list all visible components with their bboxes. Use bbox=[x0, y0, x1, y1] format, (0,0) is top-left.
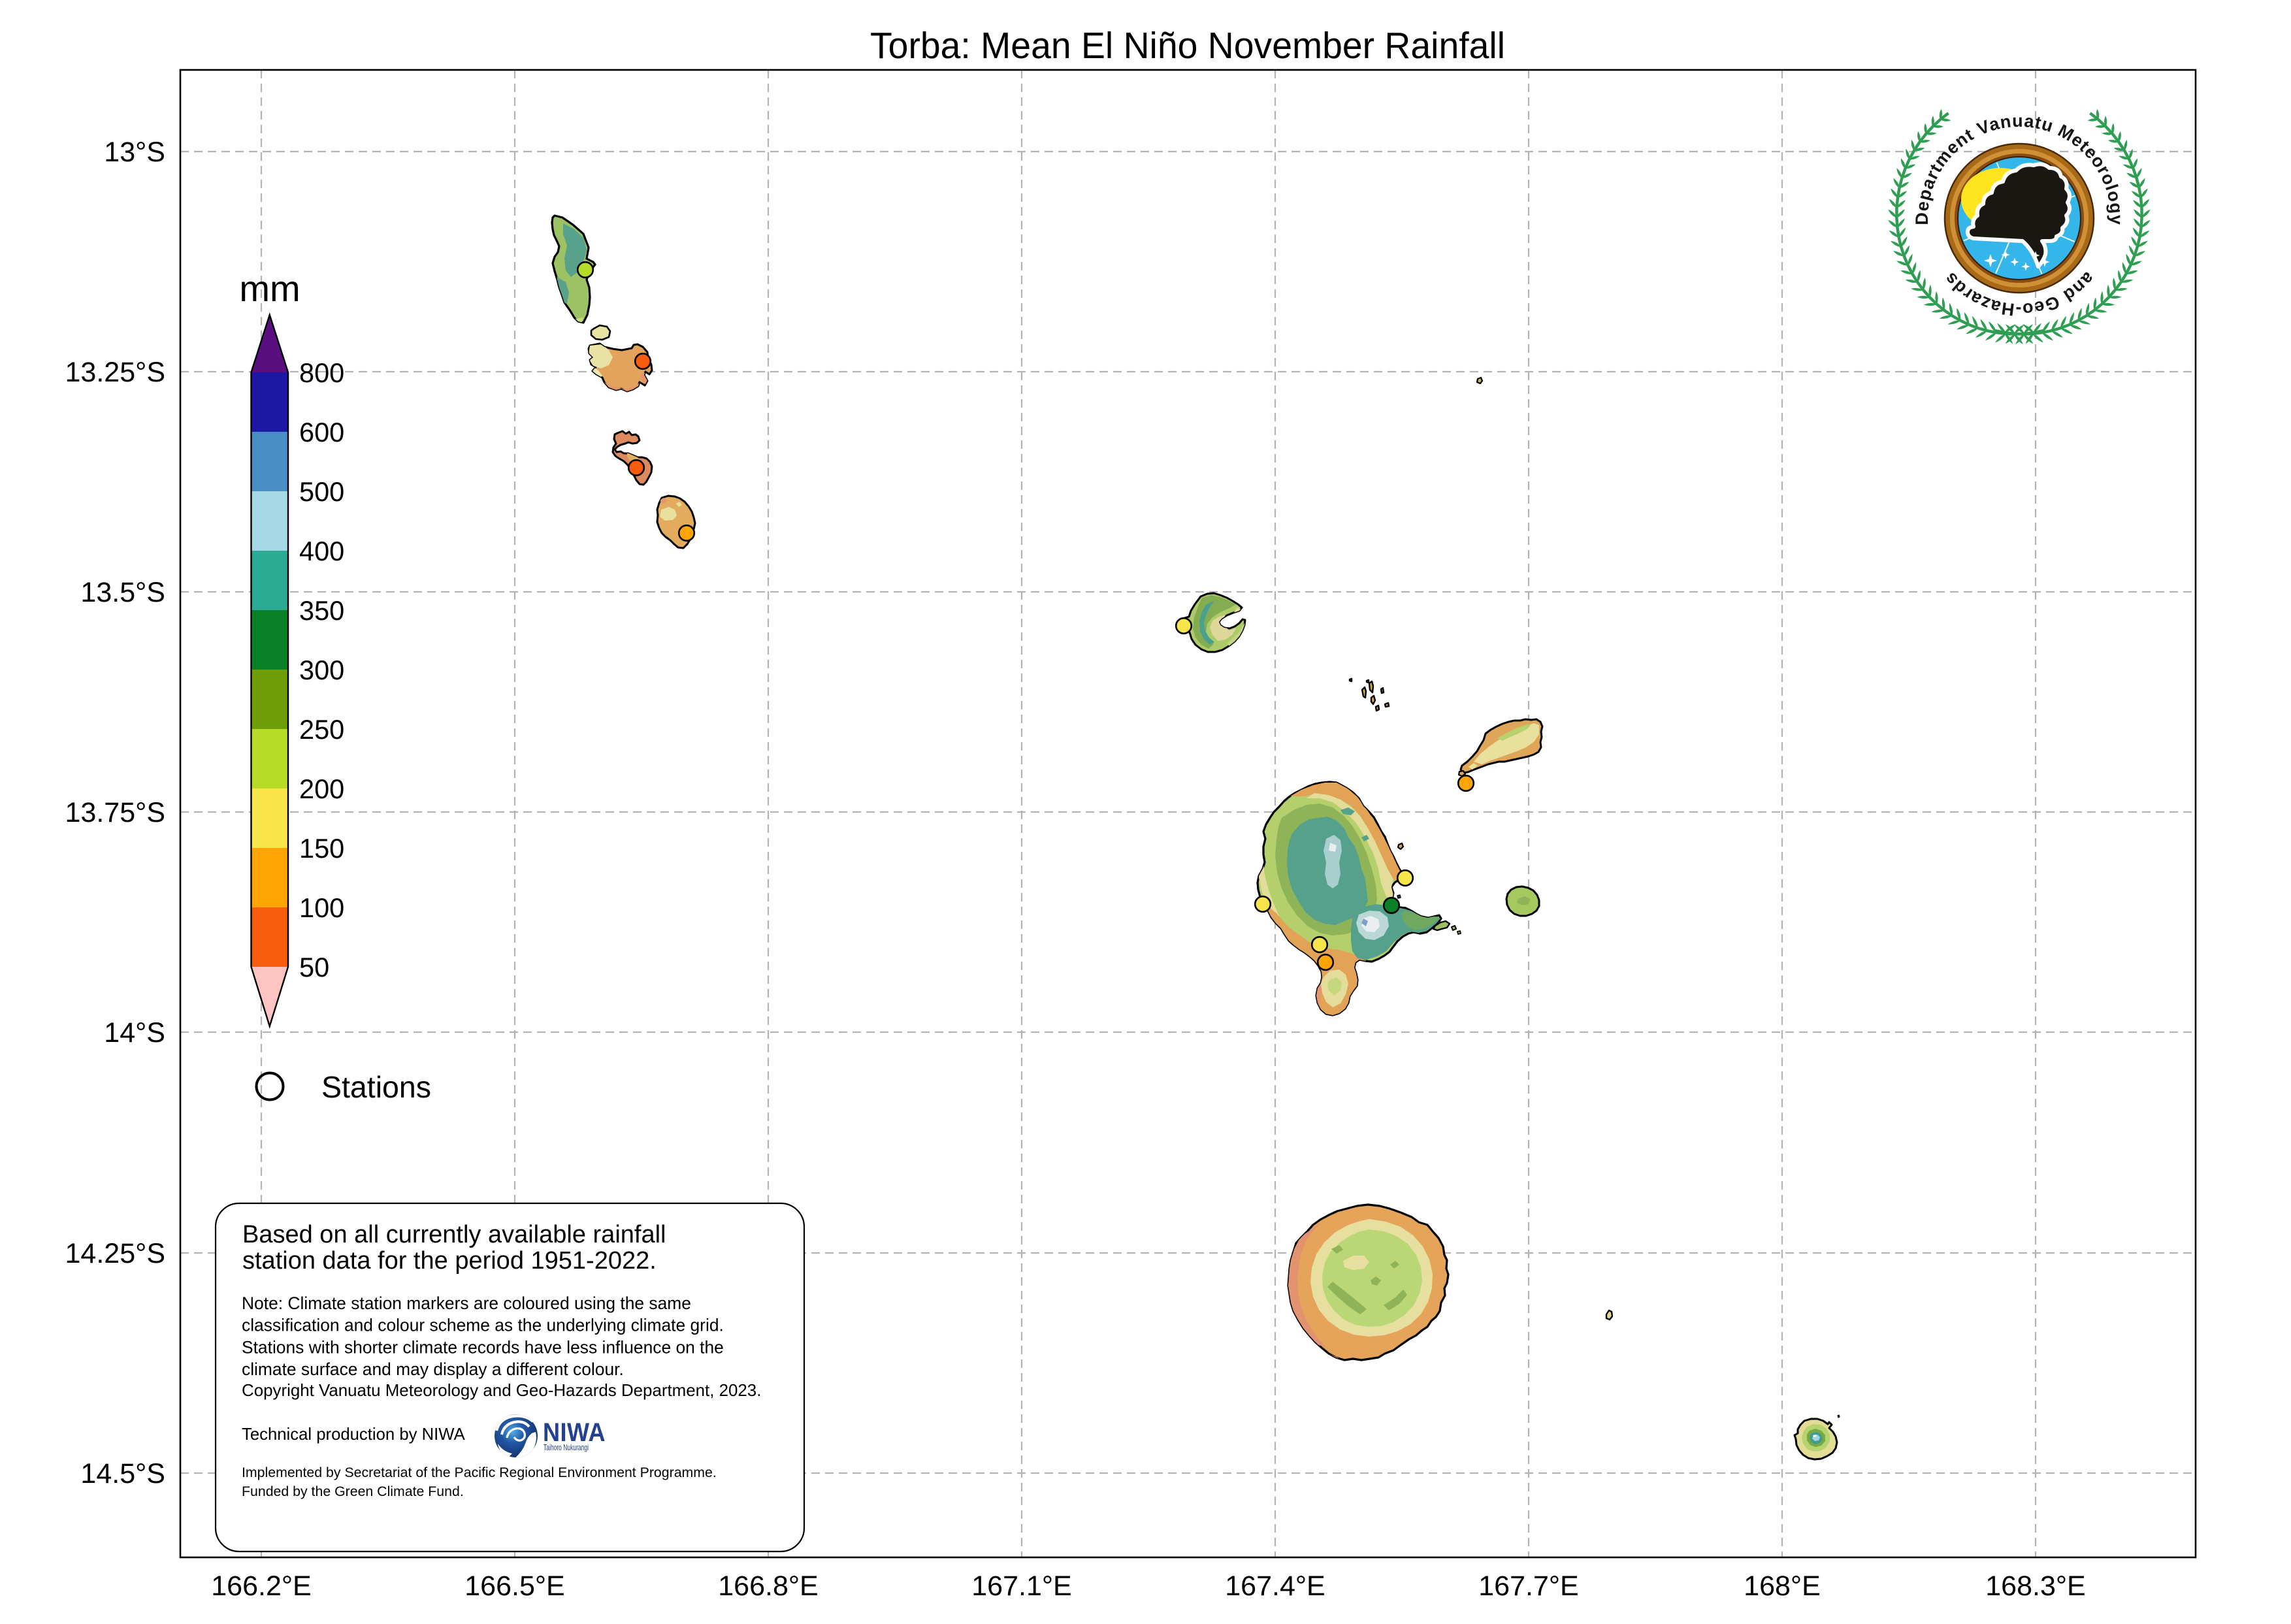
svg-text:Based on all currently availab: Based on all currently available rainfal… bbox=[242, 1221, 666, 1248]
svg-text:168°E: 168°E bbox=[1744, 1570, 1821, 1602]
svg-text:167.1°E: 167.1°E bbox=[971, 1570, 1071, 1602]
svg-text:station data for the period 19: station data for the period 1951-2022. bbox=[242, 1247, 657, 1275]
svg-text:classification and colour sche: classification and colour scheme as the … bbox=[242, 1316, 724, 1335]
svg-text:50: 50 bbox=[299, 952, 329, 983]
svg-text:13.75°S: 13.75°S bbox=[65, 797, 165, 828]
svg-text:Implemented by Secretariat of: Implemented by Secretariat of the Pacifi… bbox=[242, 1465, 717, 1480]
svg-text:Stations: Stations bbox=[321, 1070, 431, 1104]
svg-text:350: 350 bbox=[299, 595, 344, 626]
svg-text:13.25°S: 13.25°S bbox=[65, 357, 165, 388]
svg-text:150: 150 bbox=[299, 833, 344, 864]
svg-text:600: 600 bbox=[299, 417, 344, 447]
svg-text:Stations with shorter climate: Stations with shorter climate records ha… bbox=[242, 1337, 724, 1357]
svg-text:Note: Climate station markers: Note: Climate station markers are colour… bbox=[242, 1293, 691, 1313]
svg-text:100: 100 bbox=[299, 892, 344, 923]
svg-text:14°S: 14°S bbox=[104, 1017, 165, 1048]
svg-text:400: 400 bbox=[299, 536, 344, 566]
svg-text:Technical production by NIWA: Technical production by NIWA bbox=[242, 1425, 466, 1444]
svg-text:Funded by the Green Climate Fu: Funded by the Green Climate Fund. bbox=[242, 1484, 464, 1499]
svg-text:166.2°E: 166.2°E bbox=[211, 1570, 311, 1602]
svg-text:500: 500 bbox=[299, 476, 344, 507]
svg-text:NIWA: NIWA bbox=[543, 1418, 606, 1447]
svg-text:167.7°E: 167.7°E bbox=[1478, 1570, 1578, 1602]
svg-text:Taihoro Nukurangi: Taihoro Nukurangi bbox=[544, 1443, 589, 1452]
svg-text:climate surface and may displa: climate surface and may display a differ… bbox=[242, 1359, 624, 1379]
svg-text:13.5°S: 13.5°S bbox=[80, 577, 165, 608]
svg-text:166.8°E: 166.8°E bbox=[718, 1570, 818, 1602]
svg-text:250: 250 bbox=[299, 714, 344, 745]
svg-text:168.3°E: 168.3°E bbox=[1985, 1570, 2085, 1602]
svg-text:800: 800 bbox=[299, 357, 344, 388]
svg-text:mm: mm bbox=[239, 268, 300, 309]
svg-text:Copyright Vanuatu Meteorology: Copyright Vanuatu Meteorology and Geo-Ha… bbox=[242, 1382, 761, 1400]
svg-text:300: 300 bbox=[299, 655, 344, 685]
svg-text:Torba: Mean El Niño November R: Torba: Mean El Niño November Rainfall bbox=[870, 25, 1505, 67]
svg-text:167.4°E: 167.4°E bbox=[1225, 1570, 1325, 1602]
svg-text:14.5°S: 14.5°S bbox=[80, 1458, 165, 1489]
svg-text:14.25°S: 14.25°S bbox=[65, 1238, 165, 1269]
svg-text:166.5°E: 166.5°E bbox=[464, 1570, 564, 1602]
svg-text:13°S: 13°S bbox=[104, 137, 165, 168]
svg-text:200: 200 bbox=[299, 773, 344, 804]
